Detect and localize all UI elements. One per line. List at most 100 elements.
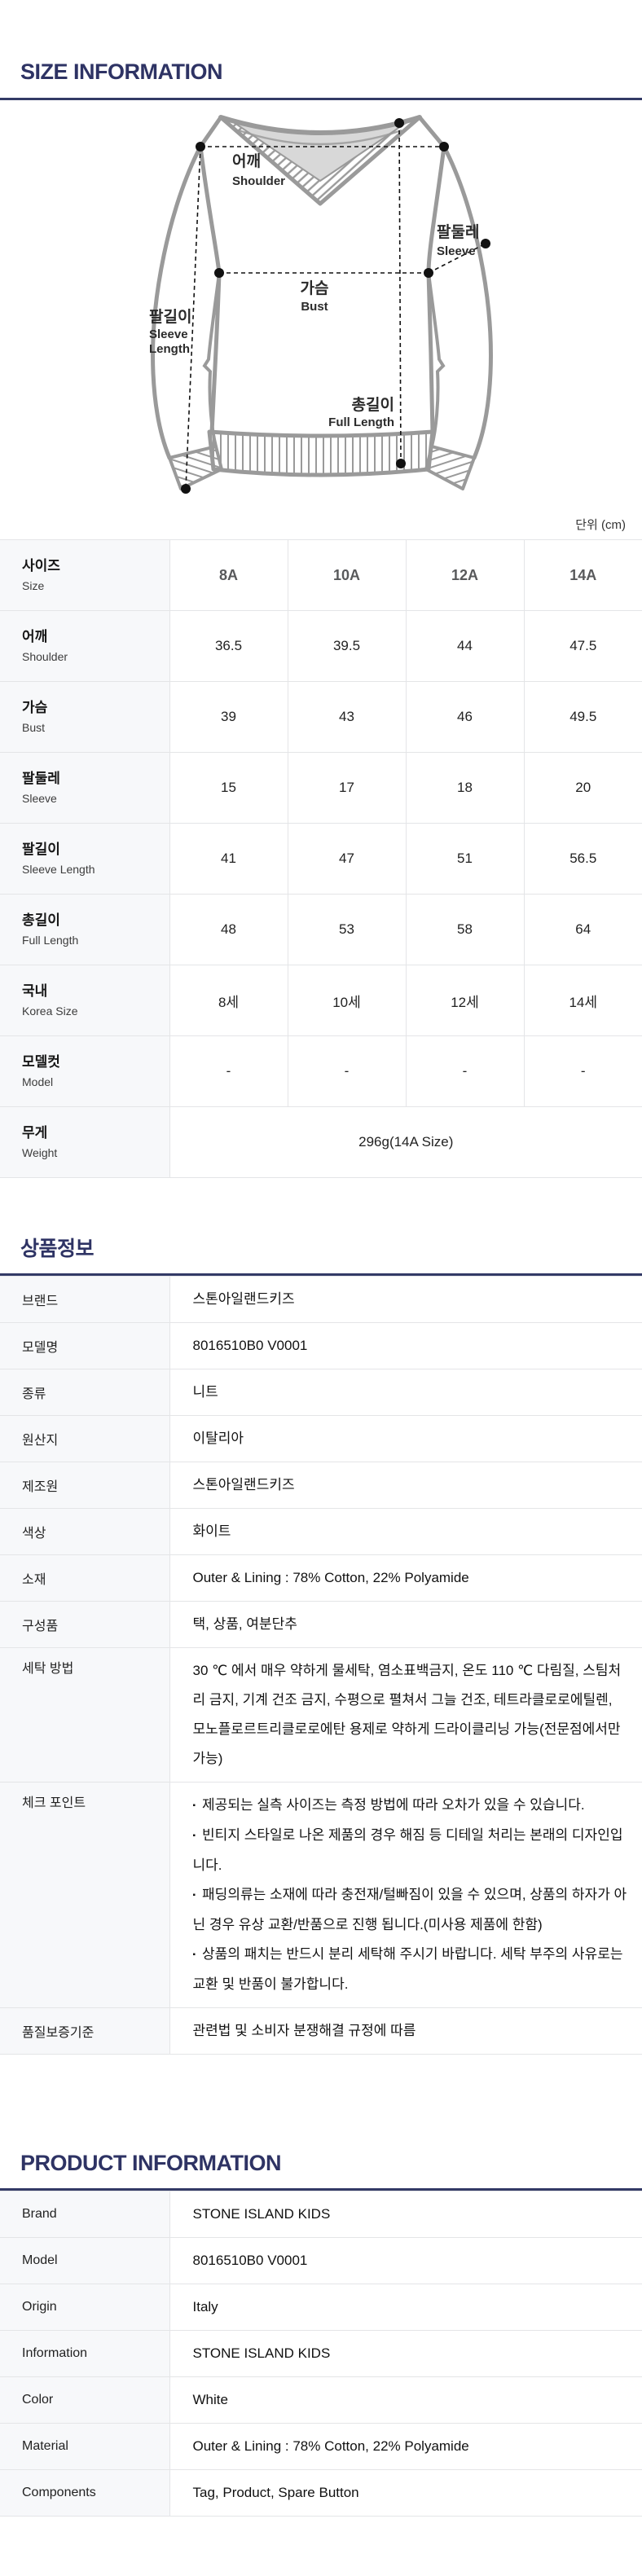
table-row: 체크 포인트 ▪ 제공되는 실측 사이즈는 측정 방법에 따라 오차가 있을 수 … [0, 1782, 642, 2008]
unit-cm-label: 단위 (cm) [575, 518, 626, 532]
weight-row-label: 무게 Weight [0, 1106, 170, 1178]
table-row: Model 8016510B0 V0001 [0, 2237, 642, 2284]
color-label: 색상 [0, 1508, 170, 1555]
dot-bust-right [424, 268, 433, 278]
table-row: 세탁 방법 30 ℃ 에서 매우 약하게 물세탁, 염소표백금지, 온도 110… [0, 1647, 642, 1783]
right-sleeve-outer-edge [442, 144, 493, 460]
origin-en-label: Origin [0, 2284, 170, 2331]
product-information-heading: PRODUCT INFORMATION [20, 2151, 281, 2175]
diagram-sleeve-label-ko: 팔둘레 [437, 223, 479, 241]
table-row: 국내 Korea Size 8세 10세 12세 14세 [0, 965, 642, 1036]
size-information-heading: SIZE INFORMATION [20, 59, 223, 84]
table-row: Brand STONE ISLAND KIDS [0, 2191, 642, 2238]
table-row: 색상 화이트 [0, 1508, 642, 1555]
size-table-header-row: 사이즈 Size 8A 10A 12A 14A [0, 539, 642, 611]
diagram-sleeve-label-en: Sleeve [437, 244, 476, 258]
origin-value: 이탈리아 [169, 1415, 642, 1462]
full-length-measure-line [398, 122, 402, 464]
product-info-kr-table: 브랜드 스톤아일랜드키즈 모델명 8016510B0 V0001 종류 니트 원… [0, 1276, 642, 2055]
information-en-label: Information [0, 2330, 170, 2377]
warranty-label: 품질보증기준 [0, 2007, 170, 2055]
table-row: 원산지 이탈리아 [0, 1415, 642, 1462]
diagram-sleeve-length-label-ko: 팔길이 [149, 308, 191, 326]
size-value: 8A [169, 539, 288, 611]
left-sleeve-outer-edge [151, 144, 203, 460]
check-point-item: ▪ 패딩의류는 소재에 따라 충전재/털빠짐이 있을 수 있으며, 상품의 하자가… [193, 1880, 628, 1940]
neck-seam-line [238, 129, 402, 146]
table-row: 소재 Outer & Lining : 78% Cotton, 22% Poly… [0, 1554, 642, 1602]
table-row: Components Tag, Product, Spare Button [0, 2469, 642, 2517]
model-label: 모델명 [0, 1322, 170, 1369]
check-point-value: ▪ 제공되는 실측 사이즈는 측정 방법에 따라 오차가 있을 수 있습니다. ▪… [169, 1782, 642, 2008]
components-en-value: Tag, Product, Spare Button [169, 2469, 642, 2517]
model-cut-row-label: 모델컷 Model [0, 1035, 170, 1107]
diagram-shoulder-label-en: Shoulder [232, 174, 285, 188]
dot-hem [396, 459, 406, 468]
wash-method-label: 세탁 방법 [0, 1647, 170, 1783]
size-value: 14A [523, 539, 642, 611]
model-value: 8016510B0 V0001 [169, 1322, 642, 1369]
sleeve-width-measure-line [428, 243, 486, 274]
dot-bust-left [214, 268, 224, 278]
size-table: 사이즈 Size 8A 10A 12A 14A 어깨 Shoulder 36.5… [0, 539, 642, 1178]
diagram-full-length-label-ko: 총길이 [352, 396, 394, 414]
check-point-item: ▪ 제공되는 실측 사이즈는 측정 방법에 따라 오차가 있을 수 있습니다. [193, 1791, 628, 1821]
type-label: 종류 [0, 1369, 170, 1416]
right-sleeve-inner-edge [427, 271, 446, 448]
square-bullet-icon: ▪ [192, 1891, 196, 1900]
warranty-value: 관련법 및 소비자 분쟁해결 규정에 따름 [169, 2007, 642, 2055]
check-point-item: ▪ 빈티지 스타일로 나온 제품의 경우 해짐 등 디테일 처리는 본래의 디자인… [193, 1821, 628, 1880]
dot-neck [394, 118, 404, 128]
diagram-shoulder-label-ko: 어깨 [232, 152, 261, 170]
diagram-sleeve-length-label-en2: Length [149, 342, 190, 356]
bust-row-label: 가슴 Bust [0, 681, 170, 753]
product-information-divider [0, 2188, 642, 2191]
table-row: 총길이 Full Length 48 53 58 64 [0, 894, 642, 965]
square-bullet-icon: ▪ [192, 1950, 196, 1959]
material-value: Outer & Lining : 78% Cotton, 22% Polyami… [169, 1554, 642, 1602]
check-point-label: 체크 포인트 [0, 1782, 170, 2008]
product-info-kr-heading: 상품정보 [20, 1237, 95, 1260]
sweater-measurement-diagram: 어깨 Shoulder 팔둘레 Sleeve 가슴 Bust 팔길이 Sleev… [149, 115, 493, 494]
dot-sleeve-outer [481, 239, 490, 248]
neck-back-panel [221, 117, 420, 181]
table-row: 구성품 택, 상품, 여분단추 [0, 1601, 642, 1648]
table-row: 모델명 8016510B0 V0001 [0, 1322, 642, 1369]
table-row: 품질보증기준 관련법 및 소비자 분쟁해결 규정에 따름 [0, 2007, 642, 2055]
sleeve-length-row-label: 팔길이 Sleeve Length [0, 823, 170, 895]
table-row: 팔길이 Sleeve Length 41 47 51 56.5 [0, 823, 642, 895]
diagram-sleeve-length-label-en1: Sleeve [149, 327, 188, 341]
size-row-label: 사이즈 Size [0, 539, 170, 611]
wash-method-value: 30 ℃ 에서 매우 약하게 물세탁, 염소표백금지, 온도 110 ℃ 다림질… [169, 1647, 642, 1783]
left-sleeve-inner-edge [202, 271, 221, 448]
sleeve-row-label: 팔둘레 Sleeve [0, 752, 170, 824]
square-bullet-icon: ▪ [192, 1831, 196, 1840]
model-en-value: 8016510B0 V0001 [169, 2237, 642, 2284]
material-en-value: Outer & Lining : 78% Cotton, 22% Polyami… [169, 2423, 642, 2470]
brand-value: 스톤아일랜드키즈 [169, 1276, 642, 1323]
table-row: 제조원 스톤아일랜드키즈 [0, 1462, 642, 1509]
diagram-full-length-label-en: Full Length [328, 415, 394, 429]
origin-en-value: Italy [169, 2284, 642, 2331]
size-value: 10A [287, 539, 406, 611]
brand-en-label: Brand [0, 2191, 170, 2238]
table-row: Origin Italy [0, 2284, 642, 2331]
hem-rib-band [207, 429, 435, 477]
diagram-bust-label-en: Bust [301, 300, 328, 314]
table-row: 브랜드 스톤아일랜드키즈 [0, 1276, 642, 1323]
korea-size-row-label: 국내 Korea Size [0, 965, 170, 1036]
color-en-value: White [169, 2376, 642, 2424]
table-row: Material Outer & Lining : 78% Cotton, 22… [0, 2423, 642, 2470]
type-value: 니트 [169, 1369, 642, 1416]
table-row: 모델컷 Model - - - - [0, 1035, 642, 1107]
right-cuff-rib-band [424, 445, 476, 490]
check-point-item: ▪ 상품의 패치는 반드시 분리 세탁해 주시기 바랍니다. 세탁 부주의 사유로… [193, 1940, 628, 1999]
diagram-bust-label-ko: 가슴 [301, 279, 329, 297]
size-value: 12A [405, 539, 524, 611]
square-bullet-icon: ▪ [192, 1801, 196, 1810]
full-length-row-label: 총길이 Full Length [0, 894, 170, 965]
material-label: 소재 [0, 1554, 170, 1602]
brand-label: 브랜드 [0, 1276, 170, 1323]
left-cuff-rib-band [168, 445, 223, 490]
